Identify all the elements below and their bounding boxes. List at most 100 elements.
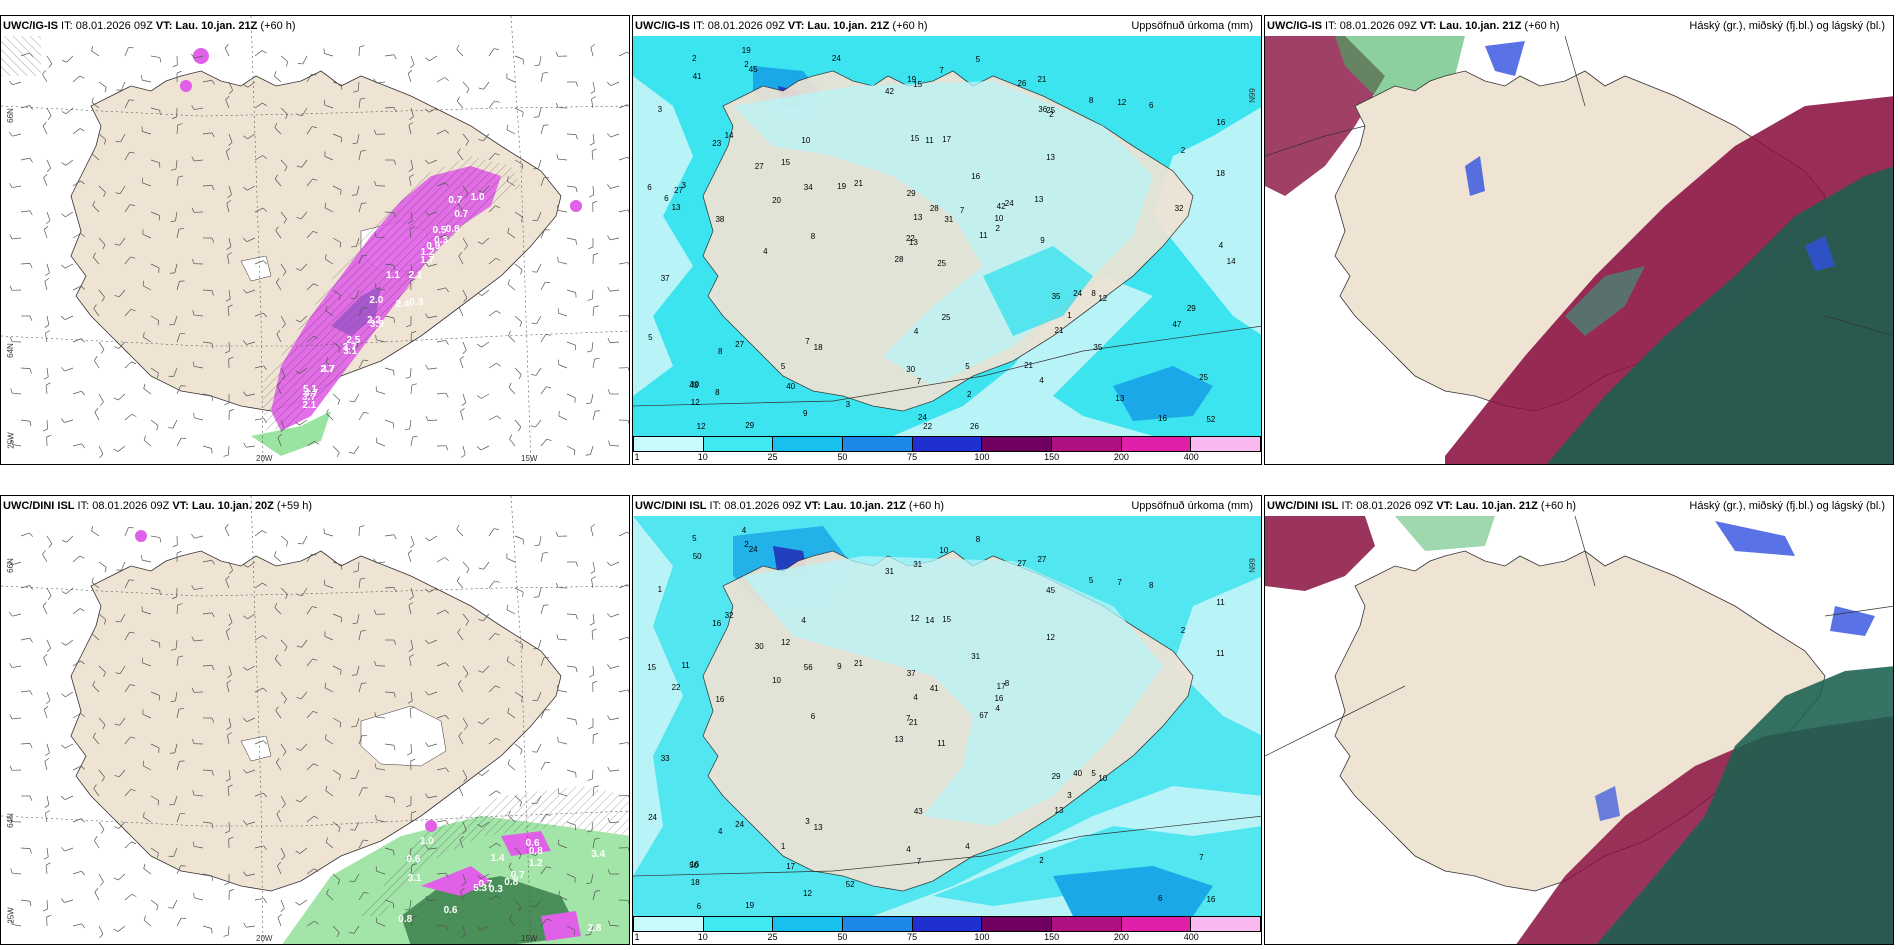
wind-barb-feather <box>424 691 429 696</box>
wind-barb-feather <box>280 908 285 913</box>
wind-barb-feather <box>211 770 214 776</box>
wind-barb <box>202 873 212 877</box>
wind-barb-feather <box>519 321 523 327</box>
wind-barb <box>45 865 48 875</box>
precip-value: 27 <box>754 161 764 171</box>
wind-barb <box>43 657 48 667</box>
wind-barb <box>46 107 52 117</box>
wind-barb <box>481 341 490 348</box>
wind-barb-feather <box>42 602 47 607</box>
wind-barb-feather <box>460 454 466 458</box>
wind-barb-feather <box>295 901 300 906</box>
wind-barb <box>124 47 129 57</box>
wind-barb-feather <box>477 343 482 348</box>
wind-barb <box>299 847 308 854</box>
wind-barb-feather <box>586 402 592 404</box>
wind-barb <box>92 736 100 745</box>
wind-barb-feather <box>313 283 319 287</box>
wind-barb <box>194 314 204 317</box>
wind-barb-feather <box>46 220 51 225</box>
wind-barb <box>592 891 596 901</box>
wind-barb-feather <box>594 837 600 840</box>
wind-barb <box>72 233 81 239</box>
wind-barb <box>93 788 100 797</box>
wind-barb <box>540 814 547 823</box>
wind-barb <box>456 529 464 537</box>
wind-barb-feather <box>591 576 596 580</box>
wind-barb-feather <box>445 714 449 720</box>
wind-barb <box>12 665 22 668</box>
wind-barb <box>46 639 51 649</box>
wind-barb-feather <box>478 190 483 193</box>
wind-barb-feather <box>588 246 594 250</box>
wind-barb <box>124 99 130 109</box>
precip-value: 11 <box>979 231 988 241</box>
wind-barb-feather <box>607 389 611 395</box>
wind-barb <box>428 587 438 593</box>
wind-barb <box>20 105 30 109</box>
wind-barb-feather <box>281 855 286 860</box>
wind-barb-feather <box>373 609 377 615</box>
wind-barb <box>436 872 446 875</box>
wind-barb <box>488 153 496 161</box>
wind-barb <box>91 50 100 57</box>
wind-barb <box>410 535 415 545</box>
wind-band-green <box>251 411 331 456</box>
wind-barb <box>410 587 414 597</box>
wind-barb <box>121 561 126 571</box>
wind-barb <box>92 256 100 265</box>
wind-barb-feather <box>313 335 319 339</box>
precip-value: 11 <box>937 739 946 749</box>
wind-barb <box>358 631 362 641</box>
wind-barb <box>457 684 464 693</box>
wind-barb-feather <box>445 392 449 398</box>
wind-barb-feather <box>131 893 137 897</box>
wind-barb-feather <box>92 200 96 206</box>
wind-barb <box>119 185 126 194</box>
wind-barb <box>459 839 464 849</box>
wind-barb <box>355 289 360 299</box>
wind-barb <box>176 813 181 823</box>
wind-value: 0.7 <box>510 870 525 882</box>
precip-value: 32 <box>1174 203 1184 213</box>
wind-barb <box>428 263 438 267</box>
wind-barb <box>459 307 464 317</box>
wind-barb <box>12 392 22 395</box>
wind-barb-feather <box>521 644 524 650</box>
wind-value: 1.4 <box>490 853 505 865</box>
wind-barb-feather <box>42 908 48 912</box>
wind-barb <box>124 152 130 161</box>
wind-barb-feather <box>466 568 470 574</box>
wind-barb-feather <box>534 64 540 67</box>
wind-barb <box>72 285 82 291</box>
wind-barb <box>44 761 48 771</box>
precip-value: 7 <box>916 377 922 387</box>
wind-barb-feather <box>243 564 248 568</box>
wind-value: 0.6 <box>406 854 421 866</box>
wind-value-labels: 1.0 0.7 0.7 0.5 0.8 0.9 0.3 1.2 1.7 2.1 1.1 0.3 2.0 2… <box>1 16 629 464</box>
precip-value: 16 <box>715 694 725 704</box>
precip-value: 13 <box>1115 393 1125 403</box>
wind-barb <box>376 768 386 771</box>
wind-barb-feather <box>546 386 552 389</box>
wind-barb <box>306 231 314 239</box>
wind-barb-feather <box>100 401 104 406</box>
wind-barb-feather <box>412 915 418 918</box>
wind-barb-feather <box>47 595 52 600</box>
wind-barb <box>566 237 576 241</box>
wind-value: 1.2 <box>528 857 543 869</box>
wind-barb <box>92 153 100 161</box>
wind-barb <box>172 419 178 429</box>
wind-barb <box>514 419 522 428</box>
wind-barb-feather <box>445 662 450 667</box>
wind-barb <box>592 359 595 369</box>
wind-barb-feather <box>445 234 449 240</box>
precip-value: 19 <box>907 74 917 84</box>
wind-barb <box>409 177 412 187</box>
wind-barb-feather <box>29 421 32 427</box>
precip-value: 36 <box>1038 104 1048 114</box>
axis-label-66n: 66N <box>1247 558 1257 573</box>
wind-barb-feather <box>103 672 106 677</box>
wind-barb-feather <box>477 721 483 725</box>
wind-barb-feather <box>29 848 32 854</box>
